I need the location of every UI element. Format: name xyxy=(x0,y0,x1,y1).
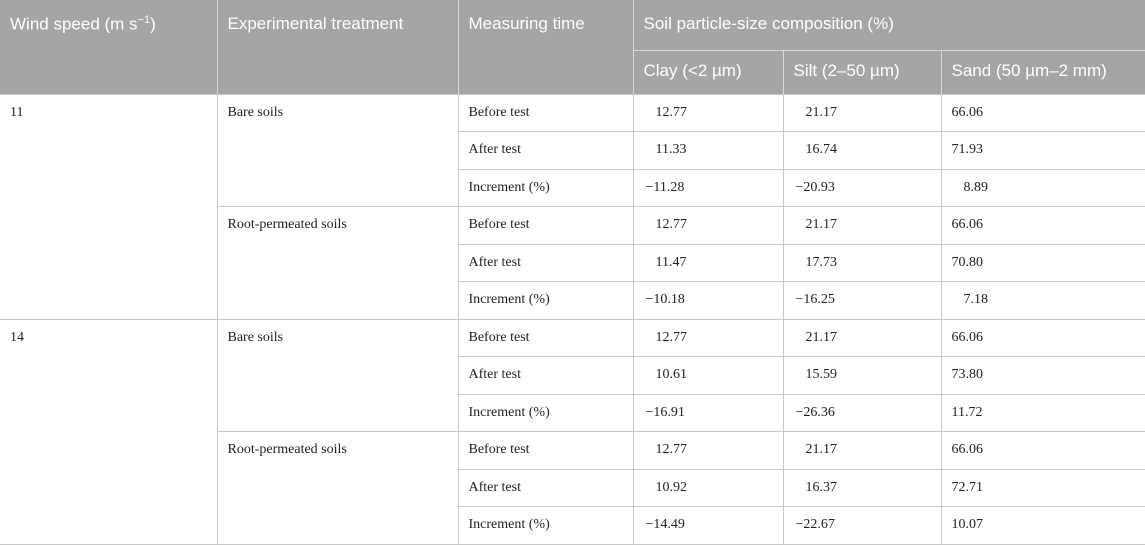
header-silt: Silt (2–50 µm) xyxy=(782,49,942,94)
header-measuring-time: Measuring time xyxy=(457,0,634,94)
sand-cell: 7.18 xyxy=(940,281,1145,320)
clay-cell: 12.77 xyxy=(632,93,784,132)
treatment-cell: Bare soils xyxy=(216,93,459,207)
table-row: Root-permeated soils Before test 12.77 21.1… xyxy=(0,431,1145,545)
sand-cell: 10.07 xyxy=(940,506,1145,545)
table-row: 14 Bare soils Before test 12.77 21.17 66.06 xyxy=(0,318,1145,545)
measuring-time-cell: Before test xyxy=(457,318,634,357)
silt-cell: 17.73 xyxy=(782,243,942,282)
clay-cell: −11.28 xyxy=(632,168,784,207)
silt-cell: 21.17 xyxy=(782,318,942,357)
header-treatment: Experimental treatment xyxy=(216,0,459,94)
silt-cell: 21.17 xyxy=(782,206,942,245)
measuring-time-cell: After test xyxy=(458,468,634,507)
table-header: Wind speed (m s−1) Experimental treatmen… xyxy=(0,0,1145,94)
clay-cell: 10.61 xyxy=(632,356,784,395)
table-row: Increment (%) −10.18 −16.25 7.18 xyxy=(0,281,1145,320)
measuring-time-cell: Increment (%) xyxy=(458,281,634,320)
silt-cell: 21.17 xyxy=(782,431,942,470)
table-body: 11 Bare soils Before test 12.77 21.17 66.06 Af… xyxy=(0,93,1145,545)
clay-cell: 12.77 xyxy=(632,431,784,470)
measuring-time-cell: After test xyxy=(458,243,634,282)
sand-cell: 8.89 xyxy=(940,168,1145,207)
silt-cell: 16.74 xyxy=(782,131,942,170)
header-composition: Soil particle-size composition (%) xyxy=(632,0,1145,50)
table-row: Increment (%) −11.28 −20.93 8.89 xyxy=(0,168,1145,207)
clay-cell: −16.91 xyxy=(632,393,784,432)
silt-cell: 15.59 xyxy=(782,356,942,395)
clay-cell: 10.92 xyxy=(632,468,784,507)
clay-cell: −10.18 xyxy=(632,281,784,320)
table-row: Increment (%) −16.91 −26.36 11.72 xyxy=(0,393,1145,432)
table-row: Increment (%) −14.49 −22.67 10.07 xyxy=(0,506,1145,545)
silt-cell: 16.37 xyxy=(782,468,942,507)
sand-cell: 72.71 xyxy=(940,468,1145,507)
clay-cell: −14.49 xyxy=(632,506,784,545)
measuring-time-cell: Before test xyxy=(457,206,634,245)
header-wind-speed: Wind speed (m s−1) xyxy=(0,0,218,94)
measuring-time-cell: Increment (%) xyxy=(458,168,634,207)
measuring-time-cell: Before test xyxy=(457,93,634,132)
sand-cell: 11.72 xyxy=(940,393,1145,432)
sand-cell: 66.06 xyxy=(940,93,1145,132)
header-sand: Sand (50 µm–2 mm) xyxy=(940,49,1145,94)
clay-cell: 11.33 xyxy=(632,131,784,170)
table-row: After test 11.47 17.73 70.80 xyxy=(0,243,1145,282)
sand-cell: 70.80 xyxy=(940,243,1145,282)
clay-cell: 11.47 xyxy=(632,243,784,282)
silt-cell: 21.17 xyxy=(782,93,942,132)
table-row: 11 Bare soils Before test 12.77 21.17 66.06 xyxy=(0,93,1145,320)
wind-speed-cell: 14 xyxy=(0,318,218,545)
measuring-time-cell: After test xyxy=(458,131,634,170)
silt-cell: −20.93 xyxy=(782,168,942,207)
table-row: Root-permeated soils Before test 12.77 21.1… xyxy=(0,206,1145,320)
measuring-time-cell: After test xyxy=(458,356,634,395)
wind-speed-cell: 11 xyxy=(0,93,218,320)
sand-cell: 66.06 xyxy=(940,318,1145,357)
measuring-time-cell: Increment (%) xyxy=(458,393,634,432)
silt-cell: −22.67 xyxy=(782,506,942,545)
sand-cell: 73.80 xyxy=(940,356,1145,395)
header-clay: Clay (<2 µm) xyxy=(633,49,784,94)
measuring-time-cell: Increment (%) xyxy=(458,506,634,545)
treatment-cell: Root-permeated soils xyxy=(217,206,459,320)
sand-cell: 66.06 xyxy=(940,431,1145,470)
sand-cell: 71.93 xyxy=(940,131,1145,170)
sand-cell: 66.06 xyxy=(940,206,1145,245)
treatment-cell: Root-permeated soils xyxy=(217,431,459,545)
silt-cell: −16.25 xyxy=(782,281,942,320)
treatment-cell: Bare soils xyxy=(216,318,459,432)
silt-cell: −26.36 xyxy=(782,393,942,432)
measuring-time-cell: Before test xyxy=(457,431,634,470)
clay-cell: 12.77 xyxy=(632,206,784,245)
clay-cell: 12.77 xyxy=(632,318,784,357)
